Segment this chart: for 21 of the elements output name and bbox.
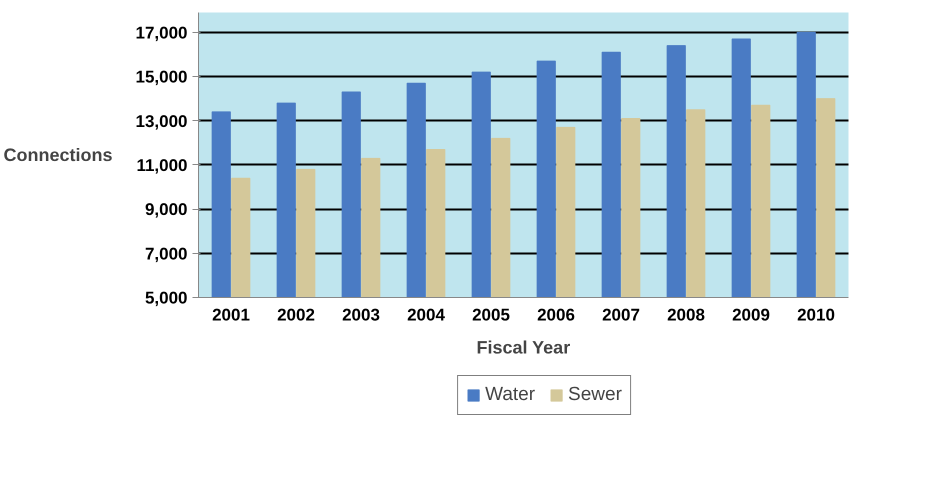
- legend-label: Water: [485, 384, 536, 406]
- x-tick-label: 2010: [797, 306, 835, 324]
- x-tick-label: 2008: [667, 306, 705, 324]
- y-tick-label: 13,000: [136, 112, 188, 131]
- y-tick-label: 7,000: [144, 244, 188, 264]
- y-axis-title: Connections: [4, 145, 113, 165]
- legend-label: Sewer: [568, 384, 622, 406]
- y-tick-label: 5,000: [144, 288, 188, 308]
- x-tick-label: 2002: [277, 306, 315, 324]
- x-tick-label: 2003: [342, 306, 380, 324]
- x-tick-label: 2007: [602, 306, 640, 324]
- x-tick-label: 2004: [407, 306, 446, 324]
- y-tick-label: 15,000: [136, 68, 188, 87]
- x-axis-title: Fiscal Year: [476, 338, 570, 358]
- x-tick-label: 2009: [732, 306, 770, 324]
- x-tick-label: 2005: [472, 306, 510, 324]
- y-tick-label: 9,000: [144, 200, 188, 220]
- y-tick-label: 17,000: [136, 23, 188, 42]
- y-tick-label: 11,000: [136, 156, 188, 175]
- x-tick-label: 2006: [537, 306, 575, 324]
- x-tick-label: 2001: [212, 306, 250, 324]
